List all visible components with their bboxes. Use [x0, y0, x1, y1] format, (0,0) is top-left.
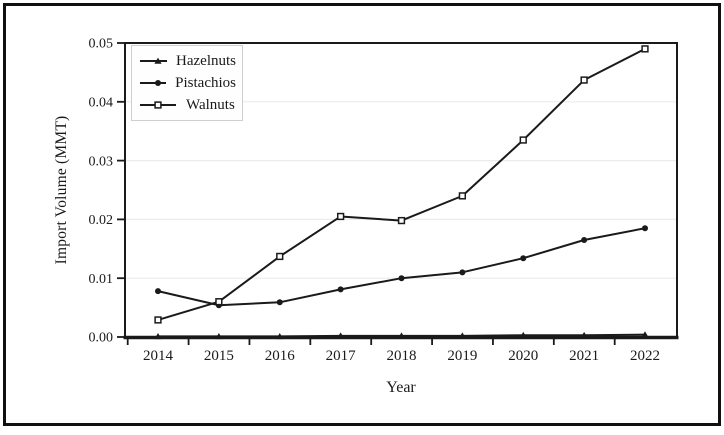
triangle-marker-icon — [337, 332, 345, 339]
filled-dot-marker-icon — [459, 269, 466, 276]
y-tick-label: 0.00 — [89, 331, 114, 346]
axis-ticks — [117, 42, 616, 345]
legend-label: Hazelnuts — [176, 52, 236, 69]
x-axis-title: Year — [386, 379, 416, 396]
filled-dot-marker-icon — [155, 80, 161, 86]
filled-dot-marker-icon — [337, 286, 344, 293]
legend-marker — [140, 101, 176, 109]
open-square-marker-icon — [154, 316, 162, 324]
legend-item-walnuts: Walnuts — [139, 95, 236, 115]
open-square-marker-icon — [641, 45, 649, 53]
y-tick-label: 0.04 — [89, 96, 114, 111]
filled-dot-marker-icon — [398, 275, 405, 282]
y-tick-label: 0.03 — [89, 154, 114, 169]
y-tick-label: 0.01 — [89, 272, 114, 287]
triangle-marker-icon — [276, 333, 284, 340]
filled-dot-marker-icon — [581, 236, 588, 243]
x-tick-label: 2022 — [630, 348, 660, 364]
legend-marker — [140, 57, 168, 64]
triangle-marker-icon — [458, 332, 466, 339]
legend-marker — [140, 80, 167, 86]
y-axis-title: Import Volume (MMT) — [53, 115, 70, 265]
figure-frame — [3, 3, 721, 426]
open-square-marker-icon — [276, 252, 284, 261]
series-hazelnuts — [154, 331, 649, 340]
triangle-marker-icon — [154, 57, 162, 64]
x-tick-label: 2014 — [143, 348, 174, 364]
open-square-marker-icon — [458, 192, 467, 200]
legend-label: Walnuts — [186, 96, 235, 113]
filled-dot-marker-icon — [155, 288, 161, 295]
open-square-marker-icon — [336, 212, 345, 221]
legend-label: Pistachios — [175, 74, 236, 91]
y-tick-label: 0.02 — [89, 213, 114, 228]
data-series — [154, 45, 649, 340]
series-walnuts — [154, 45, 649, 324]
legend-item-hazelnuts: Hazelnuts — [139, 51, 236, 71]
open-square-marker-icon — [215, 298, 223, 306]
triangle-marker-icon — [397, 332, 406, 339]
triangle-marker-icon — [215, 333, 223, 340]
open-square-marker-icon — [397, 216, 406, 225]
x-tick-label: 2016 — [265, 348, 296, 364]
open-square-marker-icon — [154, 101, 162, 109]
triangle-marker-icon — [641, 331, 649, 338]
y-tick-label: 0.05 — [89, 37, 114, 52]
legend: Hazelnuts Pistachios Walnuts — [131, 45, 243, 121]
triangle-marker-icon — [580, 331, 588, 338]
x-tick-label: 2018 — [387, 348, 417, 364]
open-square-marker-icon — [580, 76, 588, 84]
filled-dot-marker-icon — [276, 299, 283, 306]
x-tick-label: 2019 — [447, 348, 477, 364]
x-tick-label: 2021 — [569, 348, 599, 364]
triangle-marker-icon — [519, 331, 527, 338]
x-tick-label: 2017 — [326, 348, 357, 364]
filled-dot-marker-icon — [642, 225, 648, 232]
legend-item-pistachios: Pistachios — [139, 73, 236, 93]
triangle-marker-icon — [154, 333, 162, 340]
filled-dot-marker-icon — [520, 255, 527, 262]
x-tick-label: 2020 — [508, 348, 538, 364]
axis-tick-labels: 0.00 0.01 0.02 0.03 0.04 0.05 2014 2015 2016 2017… — [89, 37, 661, 364]
x-tick-label: 2015 — [204, 348, 234, 364]
open-square-marker-icon — [519, 136, 527, 144]
